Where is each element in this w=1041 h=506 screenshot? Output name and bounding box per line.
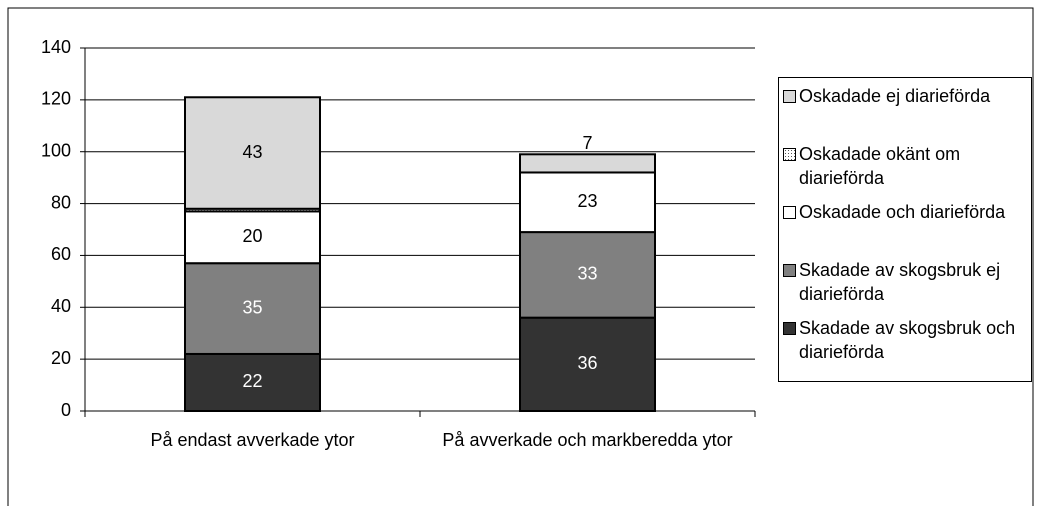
data-label: 35 [242, 297, 262, 317]
legend-item: Oskadade och diarieförda [783, 200, 1027, 258]
legend-label: Oskadade och diarieförda [799, 202, 1006, 222]
y-tick-label: 40 [51, 296, 71, 316]
x-tick-label: På avverkade och markberedda ytor [442, 430, 733, 450]
bar-segment [519, 231, 656, 319]
bar-segment [184, 262, 321, 355]
bar-segment [519, 316, 656, 412]
legend-label: Oskadade ej diarieförda [799, 86, 991, 106]
data-label: 20 [242, 226, 262, 246]
legend-item: Skadade av skogsbruk ej diarieförda [783, 258, 1027, 316]
data-label: 22 [242, 371, 262, 391]
legend-swatch [783, 264, 796, 277]
data-label: 23 [577, 191, 597, 211]
bar-segment [184, 96, 321, 210]
bar-segment [519, 153, 656, 174]
legend-swatch [783, 206, 796, 219]
legend-item: Oskadade okänt om diarieförda [783, 142, 1027, 200]
data-label: 33 [577, 264, 597, 284]
x-tick-label: På endast avverkade ytor [150, 430, 355, 450]
legend-item: Skadade av skogsbruk och diarieförda [783, 316, 1027, 374]
y-tick-label: 80 [51, 192, 71, 212]
legend: Oskadade ej diarieförda Oskadade okänt om… [778, 77, 1032, 382]
bar-segment [184, 352, 321, 413]
data-label: 36 [577, 353, 597, 373]
y-tick-label: 120 [41, 89, 71, 109]
legend-item: Oskadade ej diarieförda [783, 84, 1027, 142]
legend-swatch [783, 148, 796, 161]
y-tick-label: 60 [51, 244, 71, 264]
data-label: 7 [582, 133, 592, 153]
y-tick-label: 0 [61, 400, 71, 420]
legend-label: Skadade av skogsbruk ej diarieförda [799, 260, 1001, 304]
y-tick-label: 100 [41, 140, 71, 160]
frame [7, 7, 1034, 506]
y-tick-label: 140 [41, 37, 71, 57]
y-tick-label: 20 [51, 348, 71, 368]
bar-segment [184, 210, 321, 265]
legend-swatch [783, 322, 796, 335]
data-label: 43 [242, 142, 262, 162]
legend-swatch [783, 90, 796, 103]
legend-label: Skadade av skogsbruk och diarieförda [799, 318, 1016, 362]
legend-label: Oskadade okänt om diarieförda [799, 144, 961, 188]
